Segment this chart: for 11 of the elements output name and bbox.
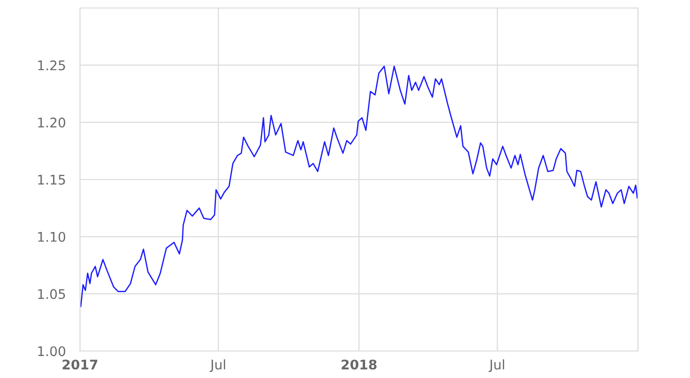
x-tick-label: Jul [210,359,226,372]
y-tick-label: 1.10 [38,232,66,242]
y-tick-label: 1.20 [38,118,66,128]
y-tick-label: 1.25 [38,60,65,70]
y-tick-label: 1.00 [38,346,66,356]
y-tick-label: 1.05 [38,289,65,300]
x-tick-label: Jul [488,359,504,372]
x-tick-label: 2017 [62,360,98,370]
x-tick-label: 2018 [342,360,377,370]
line-series [80,66,638,308]
y-tick-label: 1.15 [38,174,65,185]
